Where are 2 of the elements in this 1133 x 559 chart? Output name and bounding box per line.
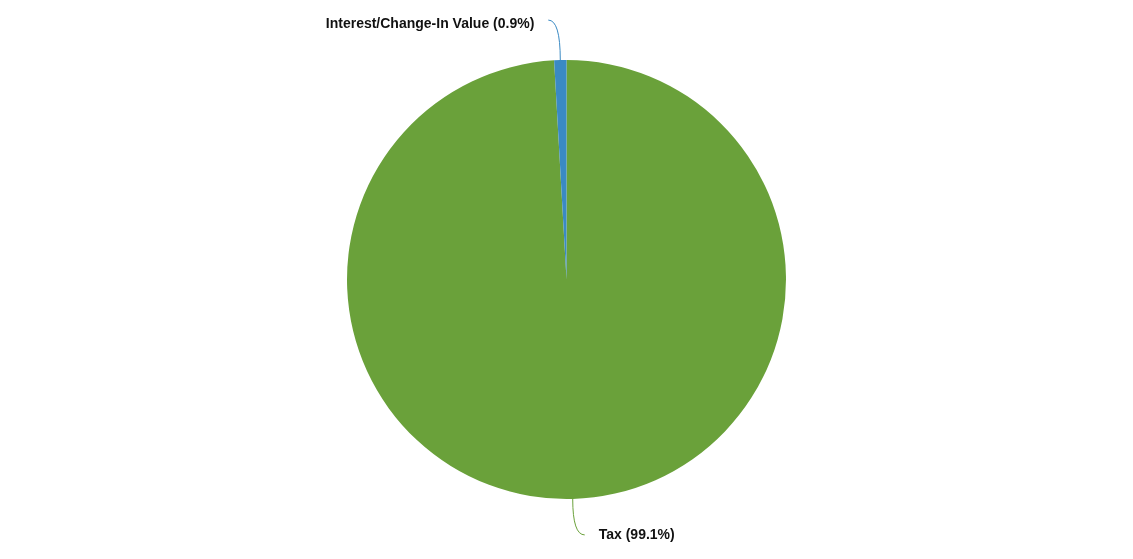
slice-label: Interest/Change-In Value (0.9%) bbox=[325, 14, 535, 31]
slice-label: Tax (99.1%) bbox=[598, 525, 675, 542]
